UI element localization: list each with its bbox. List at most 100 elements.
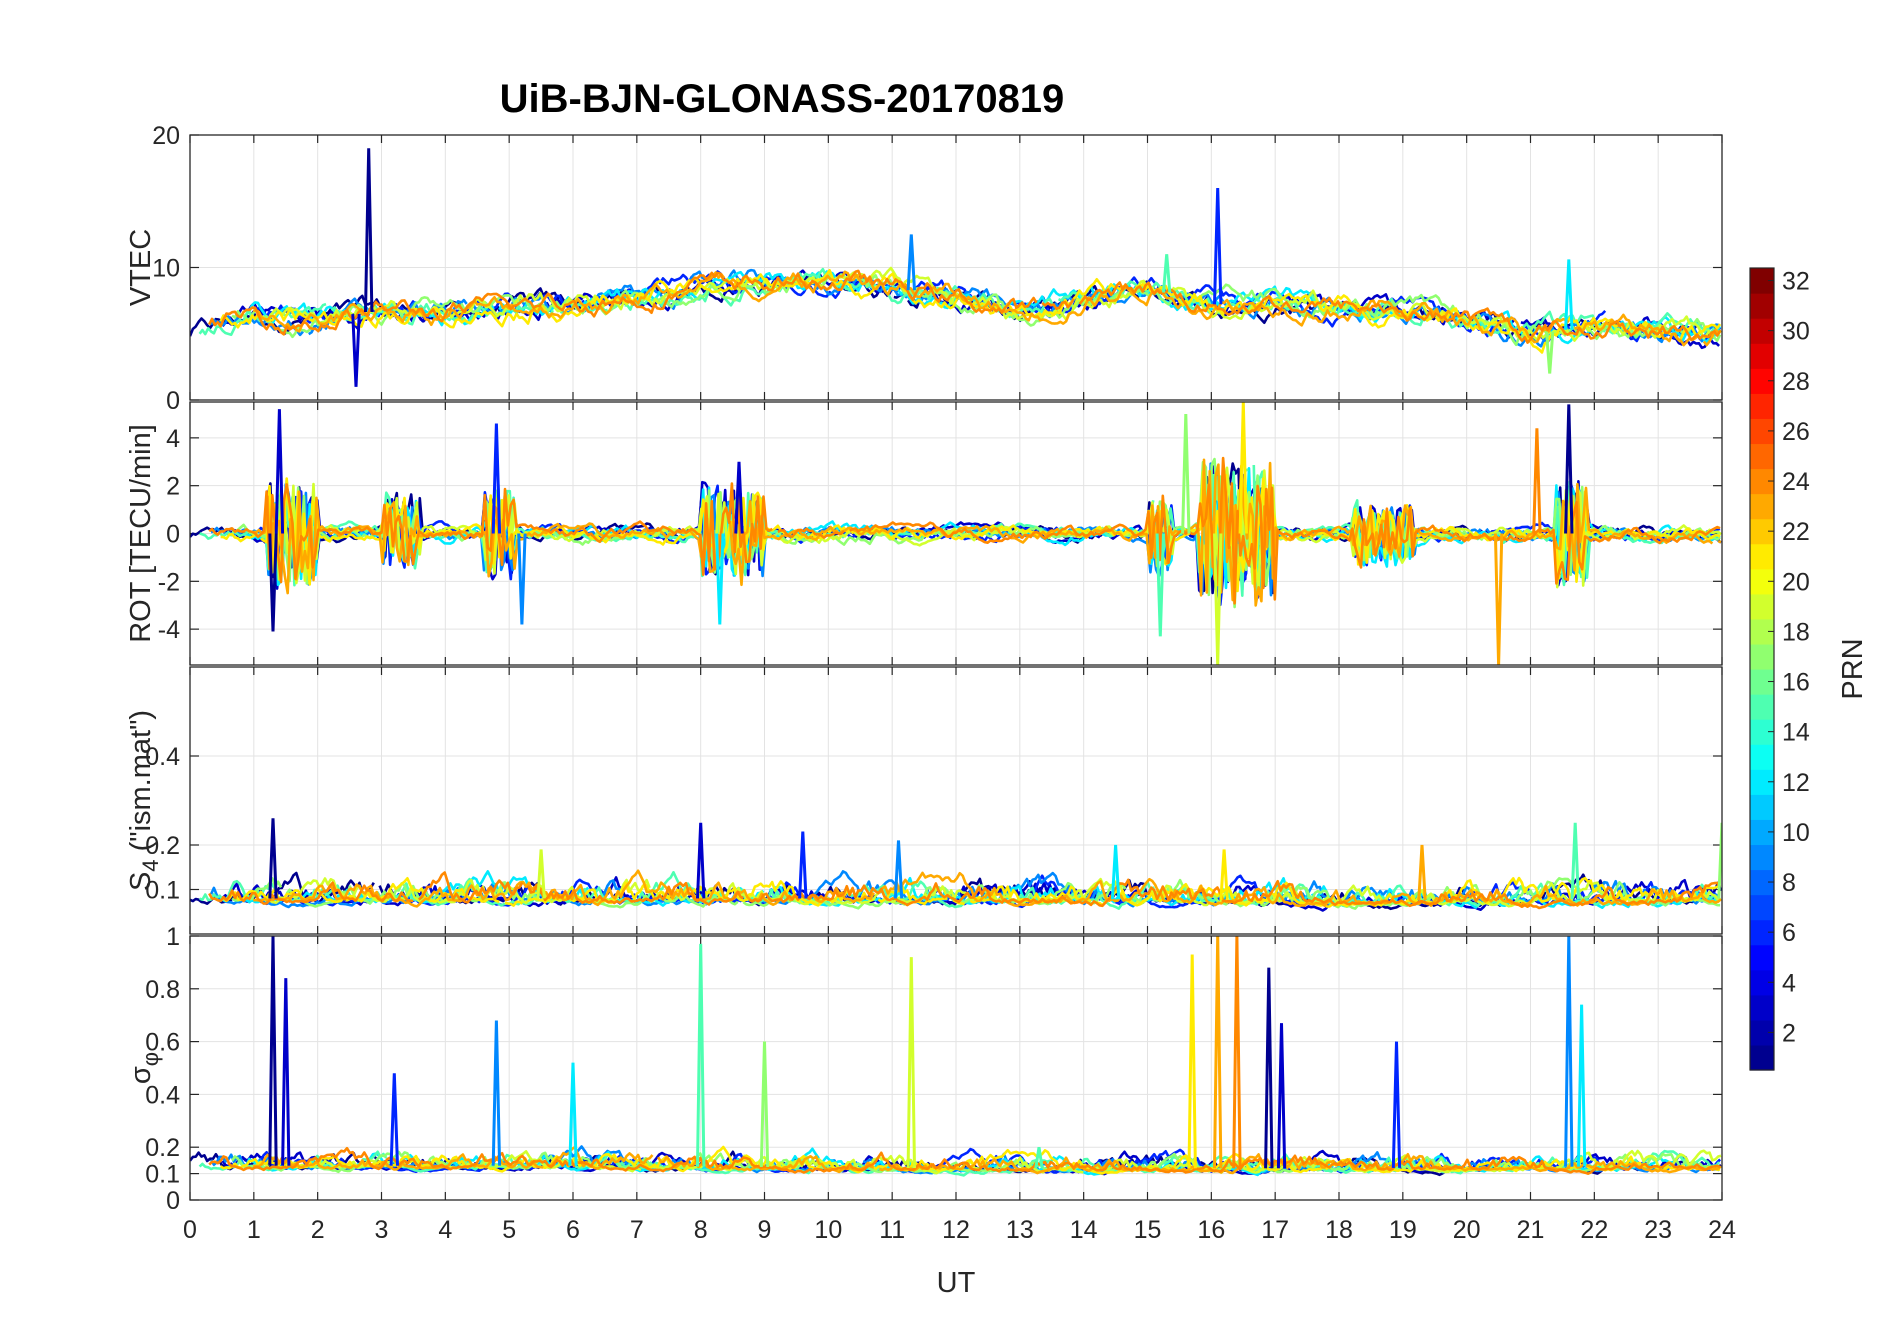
y-tick-label: 0.1 (145, 877, 180, 905)
series-group (190, 818, 1722, 912)
x-tick-label: 1 (247, 1216, 261, 1244)
chart-title: UiB-BJN-GLONASS-20170819 (500, 77, 1065, 121)
colorbar-tick-label: 12 (1782, 769, 1810, 797)
series-spike (1034, 1146, 1044, 1169)
series-spike (696, 822, 706, 899)
series-spike (351, 314, 361, 387)
series-line-prn-21 (219, 876, 1721, 908)
x-tick-label: 3 (375, 1216, 389, 1244)
series-spike (517, 533, 527, 625)
colorbar-bin (1750, 794, 1774, 820)
series-spike (1110, 844, 1121, 900)
series-spike (1162, 254, 1172, 293)
x-tick-label: 15 (1134, 1216, 1162, 1244)
x-axis-label: UT (937, 1267, 976, 1299)
y-tick-label: 2 (166, 473, 180, 501)
series-group (190, 936, 1722, 1177)
x-tick-label: 10 (814, 1216, 842, 1244)
colorbar-tick-label: 2 (1782, 1019, 1796, 1047)
y-tick-label: 0 (166, 1187, 180, 1215)
series-spike (1545, 331, 1555, 374)
series-spike (1213, 187, 1223, 305)
series-spike (389, 1073, 399, 1166)
x-tick-label: 17 (1261, 1216, 1289, 1244)
colorbar-bin (1750, 443, 1774, 470)
series-spike (1238, 402, 1248, 534)
colorbar-tick-label: 14 (1782, 719, 1810, 747)
colorbar-bin (1750, 593, 1774, 620)
x-tick-label: 14 (1070, 1216, 1098, 1244)
x-tick-label: 18 (1325, 1216, 1353, 1244)
colorbar-frame (1749, 267, 1775, 1071)
series-spike (364, 148, 374, 313)
colorbar-bin (1750, 894, 1774, 921)
series-spike (1391, 1041, 1402, 1168)
panel-s4: 0.1 0.2 0.4S4 ("ism.mat") (125, 666, 1723, 935)
colorbar-bin (1750, 744, 1774, 770)
x-tick-label: 9 (758, 1216, 772, 1244)
series-spike (715, 533, 725, 625)
series-spike (281, 978, 291, 1166)
colorbar-bin (1750, 1044, 1774, 1071)
series-spike (1564, 259, 1574, 330)
y-tick-label: 0.1 (145, 1161, 180, 1189)
y-axis-label: ROT [TECU/min] (125, 424, 157, 643)
series-spike (1564, 404, 1574, 534)
colorbar-bin (1750, 643, 1774, 670)
y-axis-label: S4 ("ism.mat") (125, 710, 163, 891)
series-line-prn-24 (208, 871, 1722, 910)
colorbar-tick-label: 18 (1782, 618, 1810, 646)
panel-frame (189, 401, 1723, 666)
x-tick-label: 8 (694, 1216, 708, 1244)
x-tick-label: 7 (630, 1216, 644, 1244)
y-axis-label: σφ (125, 1052, 163, 1084)
series-spike (1576, 1004, 1587, 1167)
y-tick-label: -4 (158, 616, 180, 644)
series-spike (491, 1020, 502, 1166)
x-tick-label: 13 (1006, 1216, 1034, 1244)
y-tick-label: 1 (166, 923, 180, 951)
colorbar-tick-label: 10 (1782, 819, 1810, 847)
x-tick-label: 22 (1580, 1216, 1608, 1244)
series-spike (759, 1041, 770, 1168)
colorbar-bin (1750, 994, 1774, 1021)
x-tick-label: 12 (942, 1216, 970, 1244)
y-tick-label: 0.6 (145, 1029, 180, 1057)
x-tick-label: 5 (502, 1216, 516, 1244)
colorbar-tick-label: 32 (1782, 268, 1810, 296)
series-line-prn-24 (208, 269, 1722, 344)
series-spike (734, 461, 744, 534)
series-spike (268, 936, 278, 1166)
colorbar-tick-label: 20 (1782, 568, 1810, 596)
y-tick-label: 0.2 (145, 1134, 180, 1162)
y-axis-label: VTEC (125, 229, 157, 306)
y-tick-label: 0.4 (145, 743, 180, 771)
series-spike (568, 1062, 578, 1166)
series-spike (1493, 533, 1504, 665)
y-tick-label: 10 (152, 255, 180, 283)
colorbar-tick-label: 28 (1782, 368, 1810, 396)
series-spike (268, 818, 278, 899)
series-spike (536, 849, 546, 899)
x-tick-label: 23 (1644, 1216, 1672, 1244)
series-line-prn-19 (263, 877, 1722, 908)
colorbar-tick-label: 30 (1782, 318, 1810, 346)
x-tick-label: 6 (566, 1216, 580, 1244)
colorbar-label: PRN (1837, 638, 1869, 699)
series-line-prn-24 (208, 1146, 1721, 1175)
series-spike (906, 234, 916, 291)
y-tick-label: 0.2 (145, 832, 180, 860)
series-spike (1564, 936, 1574, 1167)
series-line-prn-19 (263, 1149, 1722, 1175)
series-spike (1213, 936, 1223, 1169)
x-tick-label: 19 (1389, 1216, 1417, 1244)
x-tick-label: 16 (1197, 1216, 1225, 1244)
series-line-prn-23 (252, 458, 1722, 607)
colorbar-tick-label: 26 (1782, 418, 1810, 446)
series-spike (1276, 1023, 1287, 1169)
series-line-prn-21 (220, 470, 1721, 593)
y-tick-label: 0.4 (145, 1081, 180, 1109)
